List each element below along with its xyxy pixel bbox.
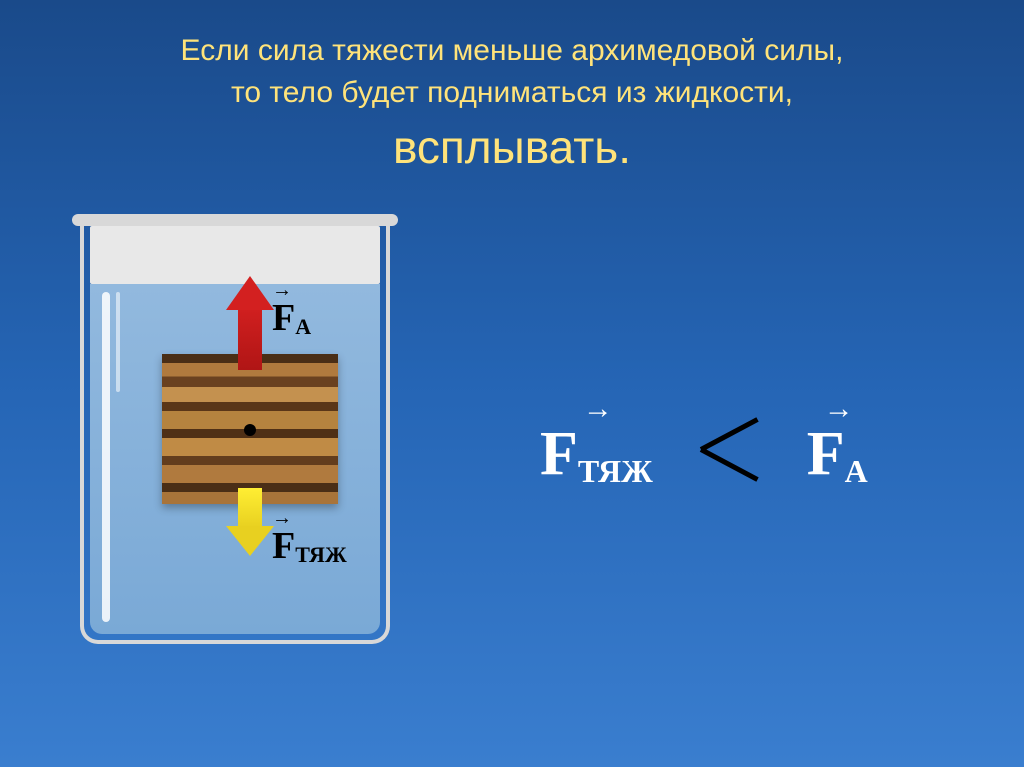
inequality-formula: → FТЯЖ → FA	[540, 404, 868, 490]
formula-right: → FA	[807, 404, 868, 490]
fg-letter: F	[272, 525, 295, 567]
less-than-icon	[695, 407, 765, 487]
gravity-arrow-stem	[238, 488, 262, 528]
origin-dot-icon	[244, 424, 256, 436]
diagram-area: → FA → FТЯЖ → FТЯЖ → FA	[0, 174, 1024, 714]
fa-sub: A	[295, 314, 311, 339]
slide-title: Если сила тяжести меньше архимедовой сил…	[0, 0, 1024, 174]
fg-sub: ТЯЖ	[295, 542, 346, 567]
archimedes-arrow-head-icon	[226, 276, 274, 310]
gravity-arrow-head-icon	[226, 526, 274, 556]
formula-right-f: F	[807, 420, 845, 488]
formula-right-vec-icon: →	[807, 404, 868, 415]
title-float-word: всплывать.	[60, 120, 964, 174]
glass-highlight-icon	[102, 292, 110, 622]
formula-left-sub: ТЯЖ	[578, 453, 653, 489]
title-line-1: Если сила тяжести меньше архимедовой сил…	[60, 30, 964, 72]
title-line-2: то тело будет подниматься из жидкости,	[60, 72, 964, 114]
formula-left: → FТЯЖ	[540, 404, 653, 490]
formula-left-f: F	[540, 420, 578, 488]
fa-letter: F	[272, 297, 295, 339]
formula-left-vec-icon: →	[540, 404, 653, 415]
archimedes-arrow-stem	[238, 304, 262, 370]
fa-vec-icon: →	[272, 286, 311, 294]
fa-label: → FA	[272, 286, 311, 340]
beaker: → FA → FТЯЖ	[80, 214, 390, 644]
beaker-rim	[72, 214, 398, 226]
fg-label: → FТЯЖ	[272, 514, 347, 568]
glass-highlight2-icon	[116, 292, 120, 392]
formula-right-sub: A	[845, 453, 868, 489]
fg-vec-icon: →	[272, 514, 347, 522]
